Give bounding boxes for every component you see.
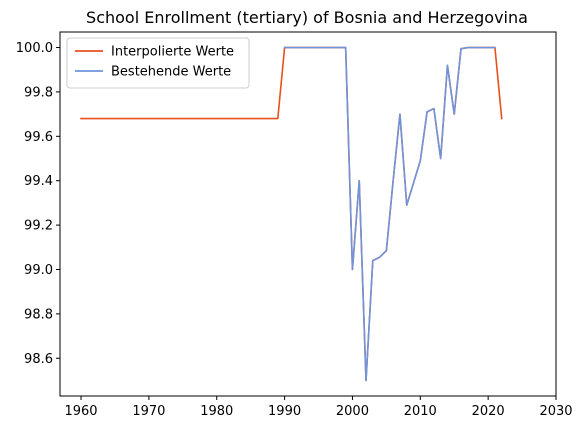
chart-title: School Enrollment (tertiary) of Bosnia a… <box>86 8 528 27</box>
legend-box <box>66 37 250 89</box>
legend: Interpolierte Werte Bestehende Werte <box>66 37 250 89</box>
x-tick-label: 2000 <box>336 404 369 419</box>
y-tick-label: 98.8 <box>24 307 53 322</box>
legend-label: Interpolierte Werte <box>111 45 234 60</box>
axes-frame <box>59 31 557 397</box>
x-tick-label: 2010 <box>404 404 437 419</box>
x-tick-label: 1980 <box>200 404 233 419</box>
y-tick-label: 98.6 <box>24 352 53 367</box>
axes: 1960 1970 1980 1990 2000 2010 2020 2030 98.6 98.8… <box>16 31 573 419</box>
x-tick-label: 2030 <box>539 404 572 419</box>
series-line-existing <box>283 46 496 382</box>
y-tick-label: 99.0 <box>24 263 53 278</box>
y-tick-label: 99.6 <box>24 130 53 145</box>
legend-label: Bestehende Werte <box>111 65 231 80</box>
x-tick-label: 1990 <box>268 404 301 419</box>
y-tick-label: 99.8 <box>24 85 53 100</box>
x-tick-label: 1970 <box>132 404 165 419</box>
x-tick-label: 2020 <box>472 404 505 419</box>
y-tick-label: 100.0 <box>16 41 53 56</box>
y-tick-label: 99.4 <box>24 174 53 189</box>
plot-area <box>80 46 503 382</box>
y-tick-label: 99.2 <box>24 219 53 234</box>
x-tick-label: 1960 <box>64 404 97 419</box>
